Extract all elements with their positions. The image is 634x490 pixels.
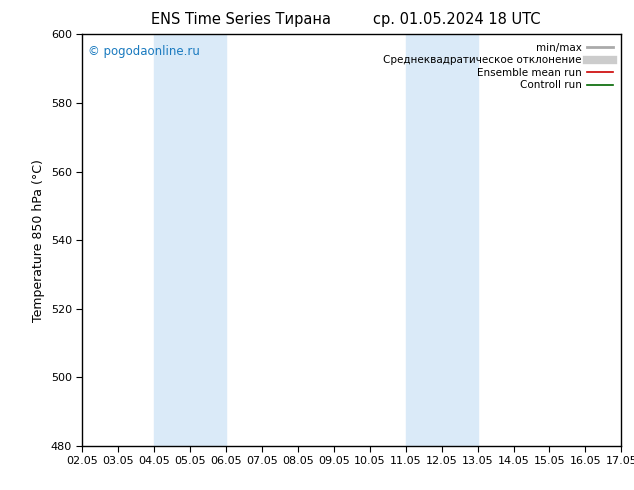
Text: © pogodaonline.ru: © pogodaonline.ru	[87, 45, 200, 58]
Bar	[154, 34, 226, 446]
Text: ср. 01.05.2024 18 UTC: ср. 01.05.2024 18 UTC	[373, 12, 540, 27]
Legend: min/max, Среднеквадратическое отклонение, Ensemble mean run, Controll run: min/max, Среднеквадратическое отклонение…	[380, 40, 616, 94]
Bar	[406, 34, 477, 446]
Y-axis label: Temperature 850 hPa (°C): Temperature 850 hPa (°C)	[32, 159, 45, 321]
Text: ENS Time Series Тирана: ENS Time Series Тирана	[151, 12, 331, 27]
